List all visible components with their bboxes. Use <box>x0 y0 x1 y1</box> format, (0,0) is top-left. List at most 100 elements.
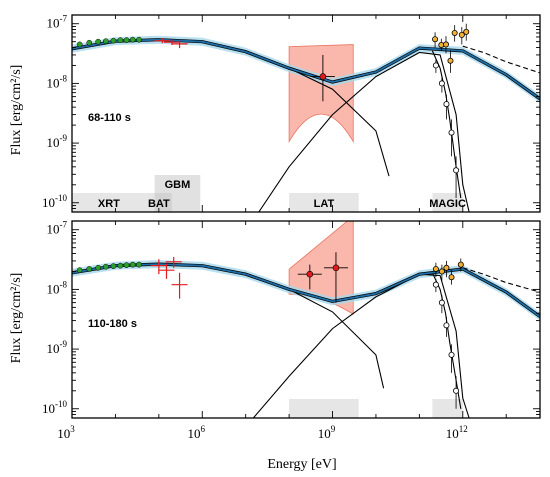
xrt-point <box>110 37 117 44</box>
xrt-point <box>136 36 142 43</box>
xrt-point <box>129 36 136 43</box>
xrt-point <box>86 39 93 46</box>
lat-butterfly <box>288 44 354 144</box>
magic-deabsorbed-point <box>443 264 450 271</box>
magic-deabsorbed-point <box>457 261 464 268</box>
magic-observed-point <box>443 101 450 108</box>
y-tick-base: 10 <box>42 195 55 210</box>
magic-deabsorbed-point <box>447 57 454 64</box>
magic-observed-point <box>453 387 460 394</box>
y-tick-label: 10-10 <box>42 399 67 416</box>
xrt-point <box>117 37 124 44</box>
model-total-curve <box>72 263 540 318</box>
y-tick-base: 10 <box>42 401 55 416</box>
x-tick-exponent: 6 <box>201 424 206 434</box>
x-tick-exponent: 12 <box>459 424 468 434</box>
y-tick-exponent: -10 <box>55 399 67 409</box>
magic-observed-point <box>438 299 445 306</box>
instrument-label-bat: BAT <box>148 198 170 210</box>
instrument-label-xrt: XRT <box>98 198 120 210</box>
lat-point <box>319 73 327 80</box>
y-tick-base: 10 <box>47 75 60 90</box>
x-tick-base: 10 <box>446 426 459 441</box>
x-tick-base: 10 <box>188 426 201 441</box>
x-tick-base: 10 <box>57 426 70 441</box>
top-y-axis-title: Flux [erg/cm²/s] <box>9 65 24 156</box>
y-tick-exponent: -9 <box>60 339 68 349</box>
y-tick-exponent: -9 <box>60 133 68 143</box>
axes-frame <box>71 220 541 419</box>
y-tick-base: 10 <box>47 135 60 150</box>
plot-area <box>72 23 540 212</box>
instrument-band-lat <box>289 399 359 418</box>
instrument-band-xrt <box>72 193 146 212</box>
x-tick-exponent: 3 <box>70 424 75 434</box>
xrt-point <box>117 262 124 269</box>
xrt-point <box>76 41 83 48</box>
y-tick-base: 10 <box>47 281 60 296</box>
y-tick-base: 10 <box>47 341 60 356</box>
magic-observed-point <box>448 351 455 358</box>
ssc-curve <box>258 51 470 212</box>
top-panel-label: 68-110 s <box>88 112 131 124</box>
y-tick-exponent: -7 <box>60 14 68 24</box>
bottom-panel-label: 110-180 s <box>88 318 137 330</box>
xrt-point <box>95 38 101 45</box>
instrument-band-magic <box>432 399 463 418</box>
magic-observed-point <box>432 281 439 288</box>
model-total-curve <box>72 38 540 100</box>
xrt-point <box>86 266 93 272</box>
xrt-point <box>129 261 136 268</box>
instrument-band-bat <box>145 193 172 212</box>
x-tick-label: 1012 <box>446 424 468 441</box>
axes-frame <box>71 14 541 213</box>
instrument-band-magic <box>432 193 463 212</box>
xrt-point <box>110 263 117 270</box>
magic-deabsorbed-point <box>438 268 445 275</box>
x-tick-label: 106 <box>188 424 206 441</box>
magic-observed-point <box>432 62 439 69</box>
magic-deabsorbed-point <box>458 31 465 38</box>
intrinsic-dashed-curve <box>462 45 540 74</box>
xrt-point <box>102 38 109 45</box>
x-tick-label: 109 <box>318 424 336 441</box>
lat-point <box>306 270 314 278</box>
y-tick-base: 10 <box>47 222 60 237</box>
xrt-point <box>123 37 130 44</box>
magic-observed-point <box>443 322 450 329</box>
bottom-y-axis-title: Flux [erg/cm²/s] <box>9 273 24 364</box>
magic-observed-point <box>448 129 455 136</box>
magic-deabsorbed-point <box>432 265 439 272</box>
x-tick-label: 103 <box>57 424 75 441</box>
instrument-band-gbm <box>154 175 201 212</box>
instrument-label-gbm: GBM <box>165 179 191 191</box>
y-tick-exponent: -8 <box>60 73 68 83</box>
instrument-band-lat <box>289 193 359 212</box>
x-axis-title: Energy [eV] <box>267 457 336 472</box>
y-tick-label: 10-7 <box>47 14 68 31</box>
y-tick-label: 10-9 <box>47 339 68 356</box>
instrument-label-magic: MAGIC <box>429 198 466 210</box>
y-tick-label: 10-9 <box>47 133 68 150</box>
x-tick-exponent: 9 <box>331 424 336 434</box>
magic-deabsorbed-point <box>463 28 470 35</box>
xrt-point <box>102 263 109 270</box>
y-tick-exponent: -7 <box>60 220 68 230</box>
y-tick-label: 10-10 <box>42 193 67 210</box>
intrinsic-dashed-curve <box>462 267 540 293</box>
xrt-point <box>123 262 130 268</box>
magic-observed-point <box>453 167 460 174</box>
y-tick-label: 10-8 <box>47 73 68 90</box>
y-tick-label: 10-7 <box>47 220 68 237</box>
x-tick-base: 10 <box>318 426 331 441</box>
magic-deabsorbed-point <box>442 41 449 48</box>
xrt-point <box>76 267 83 274</box>
lat-point <box>332 264 340 272</box>
y-tick-exponent: -10 <box>55 193 67 203</box>
xrt-point <box>95 264 101 271</box>
y-tick-label: 10-8 <box>47 279 68 296</box>
